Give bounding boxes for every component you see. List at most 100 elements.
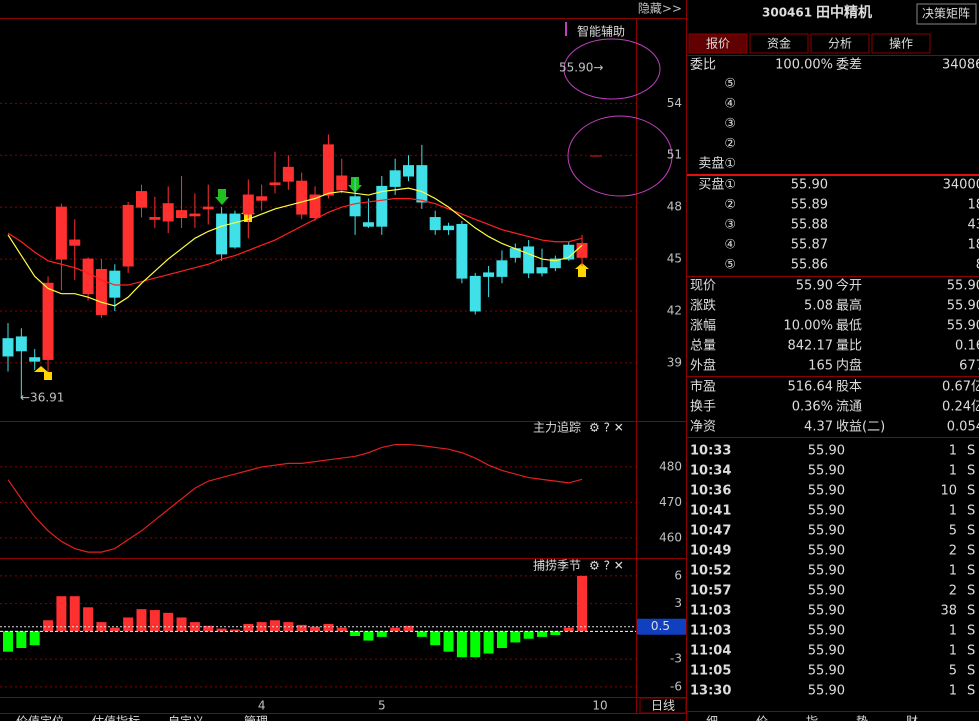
indicator1-title: 主力追踪	[533, 420, 581, 435]
candle-body	[469, 275, 481, 312]
period-label[interactable]: 日线	[651, 699, 675, 713]
bottom-tab[interactable]: 指	[806, 714, 818, 721]
frame	[0, 0, 687, 721]
assist-marker	[565, 22, 567, 36]
cell: 买盘①	[698, 177, 736, 193]
cell: 流通	[836, 400, 862, 415]
histogram-bar	[483, 631, 494, 654]
cell: 4.37	[804, 420, 833, 435]
indicator2-settings[interactable]: ⚙ ? ✕	[589, 559, 624, 573]
cell: 0.24亿	[942, 400, 979, 415]
tab[interactable]	[810, 33, 870, 54]
histogram-bar	[296, 624, 307, 632]
decision-button-label[interactable]: 决策矩阵	[922, 7, 970, 21]
cell: 55.90	[808, 584, 845, 599]
bottom-tab[interactable]: 财	[906, 715, 918, 721]
cell: 0.36%	[792, 400, 833, 415]
tab[interactable]	[871, 33, 931, 54]
histogram-bar	[16, 631, 27, 648]
histogram-bar	[163, 612, 174, 632]
stock-code: 300461	[762, 6, 812, 20]
histogram-bar	[390, 627, 401, 632]
candle-fill	[123, 205, 134, 266]
cell: 外盘	[690, 358, 716, 374]
highlight-circle	[563, 38, 661, 100]
cell: 55.90	[808, 464, 845, 479]
tab[interactable]	[688, 33, 748, 54]
trade-time: 10:52	[690, 564, 731, 579]
histogram-bar	[537, 631, 547, 637]
bottom-tab[interactable]: 管理	[244, 714, 268, 721]
cell: 55.90	[808, 624, 845, 639]
histogram-bar	[376, 631, 387, 637]
histogram-bar	[577, 575, 588, 632]
trade-time: 11:04	[690, 644, 731, 659]
bottom-tab[interactable]: 估值指标	[92, 714, 140, 721]
cell: 收益(二)	[836, 420, 885, 435]
candle-body	[523, 246, 535, 274]
tab-label[interactable]: 分析	[828, 37, 852, 51]
histogram-bar	[136, 609, 147, 632]
cell: 总量	[690, 339, 716, 354]
cell: S	[967, 624, 975, 639]
cell: 10	[940, 484, 957, 499]
current-value: 0.5	[651, 619, 670, 633]
tab-label[interactable]: 报价	[706, 36, 730, 51]
tab-label[interactable]: 操作	[889, 36, 913, 51]
cell: S	[967, 544, 975, 559]
cell: 5	[949, 664, 957, 679]
candle-fill	[176, 210, 187, 218]
cell: 55.90	[808, 444, 845, 459]
bottom-tab[interactable]: 价值定位	[16, 714, 64, 721]
tab[interactable]	[749, 33, 809, 54]
cell: 内盘	[836, 358, 862, 374]
cell: 0.16	[955, 339, 979, 354]
trade-time: 11:03	[690, 624, 731, 639]
cell: ⑤	[724, 77, 736, 92]
cell: 8	[976, 258, 979, 273]
trade-time: 13:30	[690, 684, 731, 699]
period-box[interactable]	[639, 697, 687, 714]
candle-fill	[577, 243, 588, 258]
cell: 1	[949, 644, 957, 659]
histogram-bar	[216, 628, 227, 632]
y-tick-label: -3	[670, 652, 682, 666]
histogram-bar	[336, 627, 347, 632]
cell: 55.90	[808, 664, 845, 679]
cell: 2	[949, 584, 957, 599]
bottom-tab[interactable]: 势	[856, 715, 868, 721]
cell: 今开	[836, 278, 862, 294]
histogram-bar	[510, 631, 521, 643]
bottom-tab[interactable]: 价	[756, 715, 768, 721]
hide-button[interactable]: 隐藏>>	[638, 2, 682, 16]
y-tick-label: 6	[674, 568, 682, 582]
y-tick-label: 39	[667, 355, 682, 369]
tab-label[interactable]: 资金	[767, 36, 791, 51]
cell: 最低	[836, 319, 862, 334]
indicator1-settings[interactable]: ⚙ ? ✕	[589, 421, 624, 435]
bottom-tab[interactable]: 细	[706, 715, 718, 721]
cell: 涨幅	[690, 319, 716, 334]
candle-fill	[270, 182, 280, 185]
cell: 55.90	[796, 279, 833, 294]
histogram-bar	[176, 617, 187, 632]
x-tick-label: 10	[592, 699, 607, 713]
candle-fill	[296, 181, 307, 215]
cell: 55.86	[791, 258, 828, 273]
cell: 市盈	[690, 379, 716, 395]
histogram-bar	[350, 631, 361, 636]
cell: S	[967, 444, 975, 459]
cell: 委比	[690, 58, 716, 73]
histogram-bar	[29, 631, 40, 646]
trade-time: 11:05	[690, 664, 731, 679]
bottom-tab[interactable]: 自定义	[168, 714, 204, 721]
candle-body	[496, 260, 508, 277]
histogram-bar	[403, 625, 414, 632]
cell: 165	[808, 359, 833, 374]
decision-button[interactable]	[916, 3, 977, 25]
candle-fill	[96, 269, 107, 315]
cell: S	[967, 664, 975, 679]
cell: 1	[949, 564, 957, 579]
